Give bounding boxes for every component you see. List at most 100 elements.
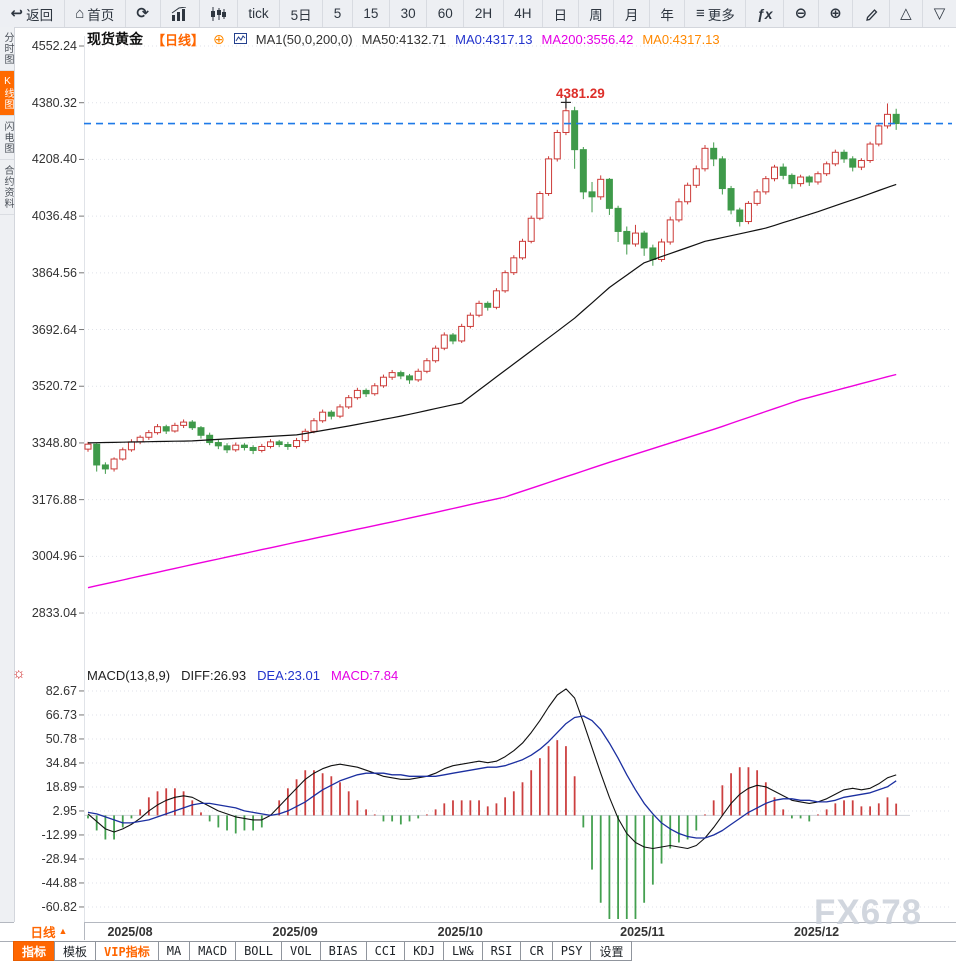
candle-body-up (145, 432, 153, 438)
indicator-tab-PSY[interactable]: PSY (551, 941, 592, 961)
candle-body-up (266, 441, 274, 447)
indicator-tab-指标[interactable]: 指标 (13, 941, 56, 961)
interval-5[interactable]: 5 (323, 0, 353, 27)
indicator-tab-VIP指标[interactable]: VIP指标 (95, 941, 159, 961)
candle-body-down (579, 149, 587, 193)
collapse-down-icon: ▽ (933, 5, 946, 22)
candle-body-up (536, 193, 544, 219)
candle-body-up (293, 440, 301, 447)
candle-body-up (527, 217, 535, 242)
indicator-tab-VOL[interactable]: VOL (280, 941, 321, 961)
indicator-tab-CCI[interactable]: CCI (365, 941, 406, 961)
candle-body-up (675, 201, 683, 221)
macd-diff-value: DIFF:26.93 (181, 668, 247, 683)
x-axis-row (0, 922, 956, 942)
candle-body-up (883, 113, 891, 127)
macd-macd-value: MACD:7.84 (330, 668, 399, 683)
sidebar-item-合约资料[interactable]: 合约资料 (0, 160, 14, 215)
interval-year[interactable]: 年 (650, 0, 686, 27)
price-tick-label: 3864.56 (31, 265, 77, 280)
macd-tick-label: 18.89 (45, 779, 77, 794)
candle-body-up (631, 232, 639, 245)
candle-body-down (162, 426, 170, 432)
price-tick-label: 3004.96 (31, 549, 77, 564)
macd-diff-line (87, 688, 897, 850)
candle-body-up (119, 449, 127, 460)
candle-body-up (154, 426, 162, 434)
indicator-tab-RSI[interactable]: RSI (481, 941, 522, 961)
sidebar-item-kline-active[interactable]: K线图 (0, 71, 14, 116)
interval-month[interactable]: 月 (614, 0, 650, 27)
interval-4h[interactable]: 4H (504, 0, 544, 27)
collapse-up-button[interactable]: △ (890, 0, 924, 27)
indicator-tab-设置[interactable]: 设置 (590, 941, 633, 961)
candle-chart-button[interactable] (200, 0, 238, 27)
price-tick-label: 4380.32 (31, 95, 77, 110)
interval-week-label: 周 (589, 7, 603, 23)
interval-30[interactable]: 30 (390, 0, 428, 27)
candle-body-up (510, 257, 518, 274)
candle-body-down (214, 442, 222, 447)
interval-week[interactable]: 周 (579, 0, 615, 27)
interval-5d[interactable]: 5日 (280, 0, 324, 27)
interval-60[interactable]: 60 (427, 0, 465, 27)
indicator-tab-CR[interactable]: CR (520, 941, 553, 961)
candle-body-up (666, 219, 674, 243)
candle-body-up (171, 424, 179, 432)
candle-body-up (258, 445, 266, 451)
bar-chart-button[interactable] (161, 0, 200, 27)
sidebar-item-闪电图[interactable]: 闪电图 (0, 116, 14, 160)
price-tick-label: 4552.24 (31, 39, 77, 53)
interval-day-label: 日 (553, 7, 568, 23)
indicator-tab-MACD[interactable]: MACD (189, 941, 237, 961)
indicator-tab-MA[interactable]: MA (157, 941, 191, 961)
zoom-out-button[interactable]: ⊖ (784, 0, 819, 27)
candle-body-down (275, 441, 283, 446)
indicator-tab-模板[interactable]: 模板 (54, 941, 97, 961)
period-selector[interactable]: 日线 ▲ (14, 922, 85, 940)
candle-body-down (840, 151, 848, 160)
candle-body-up (458, 325, 466, 342)
back-button[interactable]: ↩ 返回 (0, 0, 65, 27)
more-button-label: 更多 (707, 7, 735, 23)
candle-body-up (432, 347, 440, 362)
draw-button[interactable] (853, 0, 890, 27)
macd-tick-label: 50.78 (45, 731, 77, 746)
macd-tick-label: 82.67 (45, 683, 77, 698)
candle-body-up (127, 441, 135, 451)
candle-body-up (658, 241, 666, 260)
candle-body-up (475, 302, 483, 316)
indicator-tab-LW&[interactable]: LW& (442, 941, 483, 961)
indicator-tab-KDJ[interactable]: KDJ (404, 941, 444, 961)
mini-chart-icon (233, 32, 247, 47)
indicator-fx-button[interactable]: ƒx (746, 0, 785, 27)
sidebar-item-分时图[interactable]: 分时图 (0, 27, 14, 71)
indicator-tab-BIAS[interactable]: BIAS (319, 941, 367, 961)
candle-body-down (649, 247, 657, 260)
home-button[interactable]: ⌂ 首页 (65, 0, 126, 27)
macd-settings-sun-icon[interactable]: ☼ (12, 665, 26, 682)
more-button[interactable]: ≡ 更多 (685, 0, 747, 27)
add-indicator-icon[interactable]: ⊕ (213, 30, 225, 47)
candle-body-up (831, 151, 839, 165)
zoom-in-button[interactable]: ⊕ (819, 0, 854, 27)
candle-body-up (875, 125, 883, 145)
collapse-down-button[interactable]: ▽ (923, 0, 956, 27)
interval-day[interactable]: 日 (543, 0, 579, 27)
interval-2h[interactable]: 2H (464, 0, 504, 27)
candle-body-up (388, 372, 396, 378)
refresh-button[interactable]: ⟳ (126, 0, 161, 27)
candle-body-up (744, 202, 752, 223)
indicator-tab-BOLL[interactable]: BOLL (235, 941, 282, 961)
ma0-blue-value: MA0:4317.13 (455, 31, 533, 47)
ma0-orange-value: MA0:4317.13 (642, 31, 720, 47)
candle-body-down (571, 110, 579, 151)
interval-15[interactable]: 15 (353, 0, 391, 27)
candle-body-up (545, 158, 553, 195)
ma50-value: MA50:4132.71 (361, 31, 447, 47)
interval-tick[interactable]: tick (238, 0, 281, 27)
macd-dea-line (87, 715, 897, 839)
candle-body-up (110, 458, 118, 470)
